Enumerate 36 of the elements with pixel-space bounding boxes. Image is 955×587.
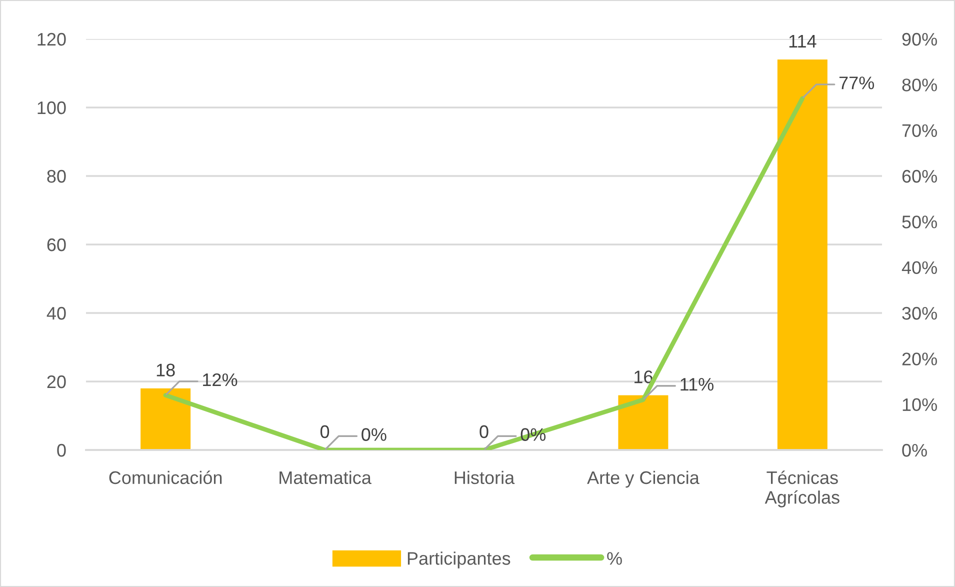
x-tick-label: Arte y Ciencia	[587, 470, 700, 488]
y2-tick-label: 50%	[902, 216, 937, 228]
data-label: 0	[320, 425, 330, 438]
y2-tick-label: 0%	[902, 444, 927, 457]
y-tick-label: 80	[47, 170, 66, 183]
y-tick-label: 40	[46, 306, 66, 320]
data-label: 77%	[839, 76, 874, 90]
data-label: 12%	[203, 373, 238, 386]
data-label: 11%	[680, 378, 714, 391]
data-label: 0	[480, 425, 488, 438]
bar	[618, 395, 668, 450]
x-tick-label: Técnicas Agrícolas	[764, 470, 840, 508]
data-label: 114	[789, 35, 816, 48]
legend-label: Participantes	[408, 552, 510, 568]
bar	[777, 60, 828, 450]
y2-tick-label: 40%	[902, 261, 937, 274]
y2-tick-label: 90%	[902, 32, 937, 46]
y2-tick-label: 80%	[902, 78, 937, 92]
x-tick-label: Matematica	[280, 470, 372, 484]
y-tick-label: 120	[38, 32, 66, 46]
y2-tick-label: 60%	[902, 170, 937, 183]
y2-tick-label: 70%	[902, 124, 937, 138]
y-tick-label: 100	[38, 101, 66, 114]
y2-tick-label: 10%	[902, 398, 937, 412]
bar	[140, 388, 191, 450]
y-tick-label: 60	[47, 238, 66, 252]
y-tick-label: 20	[47, 375, 66, 388]
x-tick-label: Comunicación	[109, 470, 222, 484]
data-label: 18	[156, 364, 175, 376]
data-label: 0%	[362, 428, 386, 441]
x-tick-label: Historia	[454, 470, 515, 484]
y-tick-label: 0	[57, 444, 66, 457]
legend-label: %	[607, 552, 622, 565]
data-label: 16	[634, 370, 652, 384]
y2-tick-label: 30%	[902, 306, 937, 320]
y2-tick-label: 20%	[902, 352, 937, 366]
